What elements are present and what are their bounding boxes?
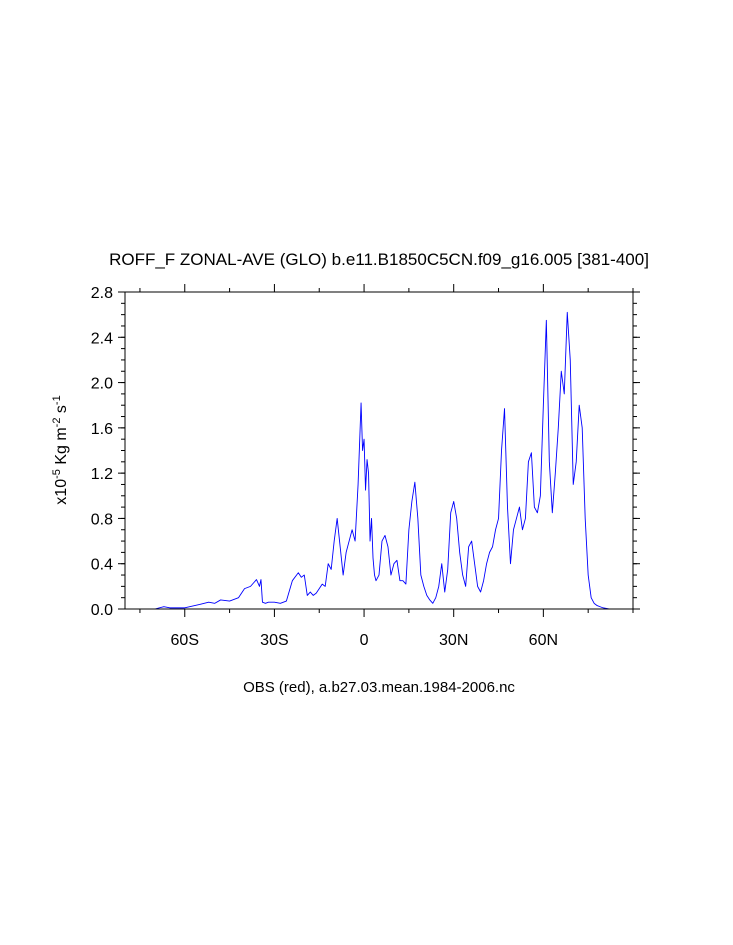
y-tick-label: 0.0: [91, 602, 113, 619]
y-tick-label: 2.4: [91, 330, 113, 347]
x-tick-label: 0: [360, 632, 369, 649]
y-label-exp-s: -1: [51, 395, 63, 405]
x-tick-label: 30S: [260, 632, 288, 649]
y-tick-label: 0.8: [91, 511, 113, 528]
x-axis-label: OBS (red), a.b27.03.mean.1984-2006.nc: [243, 679, 515, 696]
y-label-exp-m: -2: [51, 418, 63, 428]
x-tick-label: 60S: [171, 632, 199, 649]
y-tick-label: 1.2: [91, 466, 113, 483]
x-tick-label: 60N: [529, 632, 558, 649]
y-label-prefix: x10: [53, 479, 70, 505]
series-layer: [125, 311, 633, 610]
axis-ticks: 0.0 0.4 0.8 1.2 1.6 2.0 2.4 2.8 60S 30S 0 30N 60N: [91, 284, 640, 649]
x-tick-label: 30N: [439, 632, 468, 649]
plot-frame: [124, 291, 634, 610]
y-tick-label: 2.0: [91, 376, 113, 393]
svg-text:x10-5 Kg m-2 s-1: x10-5 Kg m-2 s-1: [51, 395, 70, 504]
y-tick-label: 0.4: [91, 557, 113, 574]
y-label-exp-power: -5: [51, 469, 63, 479]
y-label-unit-s: s: [53, 405, 70, 417]
chart-title: ROFF_F ZONAL-AVE (GLO) b.e11.B1850C5CN.f…: [109, 250, 649, 269]
series-line-0: [125, 311, 633, 610]
y-label-unit-main: Kg m: [53, 427, 70, 469]
y-tick-label: 2.8: [91, 285, 113, 302]
y-tick-label: 1.6: [91, 421, 113, 438]
y-axis-label: x10-5 Kg m-2 s-1: [51, 395, 70, 504]
